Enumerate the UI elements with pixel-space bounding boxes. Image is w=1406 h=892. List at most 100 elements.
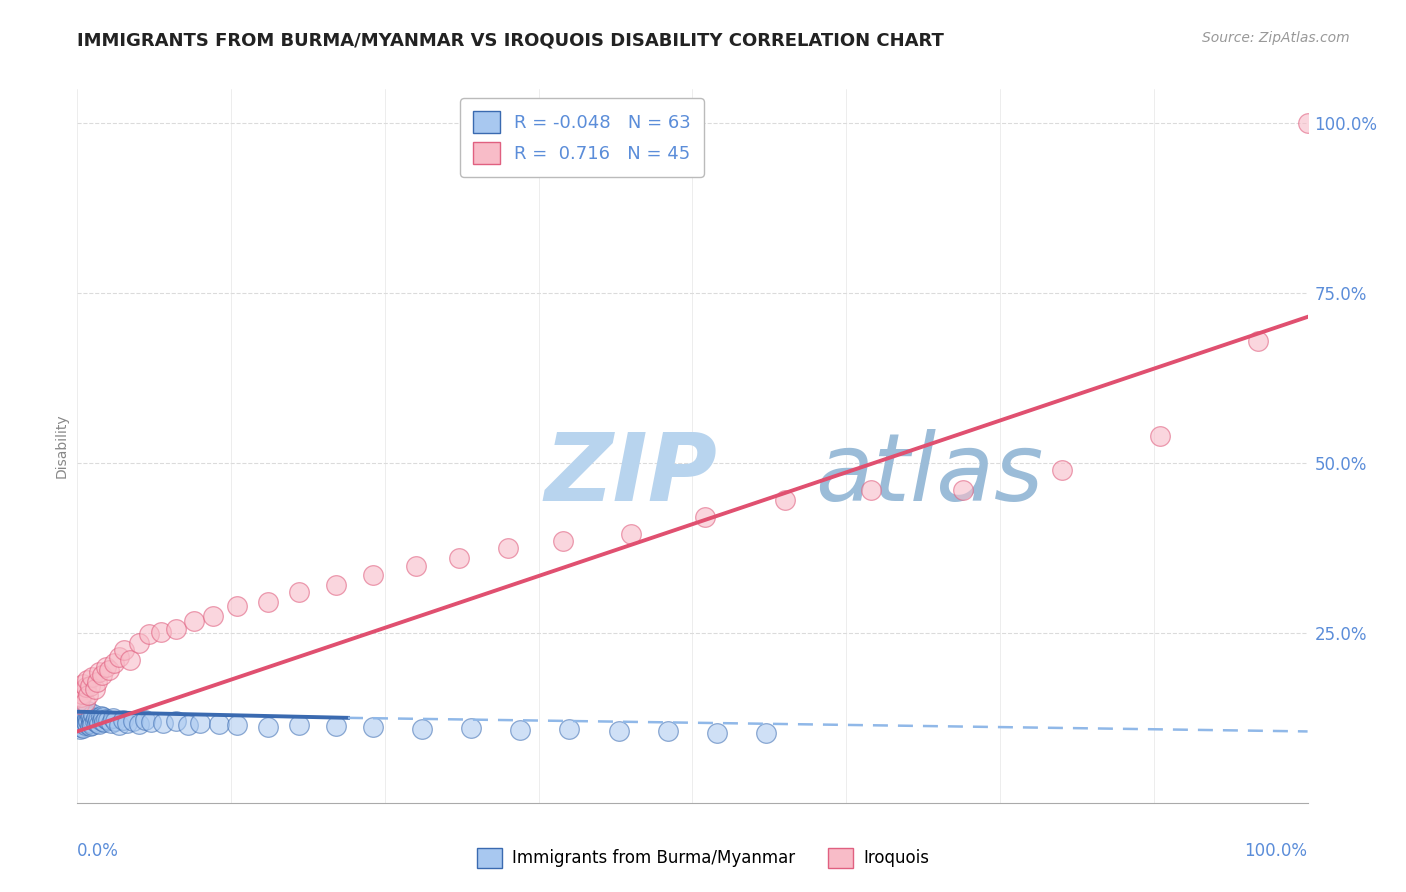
Point [89, 717, 111, 731]
Point [152, 715, 174, 730]
Point [952, 483, 974, 498]
Point [607, 723, 630, 738]
Point [87, 712, 110, 726]
Point [208, 717, 231, 731]
Point [496, 541, 519, 555]
Point [70, 690, 93, 705]
Point [773, 493, 796, 508]
Point [69, 723, 91, 737]
Point [141, 714, 163, 729]
Text: atlas: atlas [815, 429, 1043, 520]
Point [82, 717, 104, 731]
Point [138, 627, 160, 641]
Point [100, 715, 122, 730]
Point [77, 714, 100, 728]
Point [1149, 429, 1171, 443]
Text: ZIP: ZIP [546, 428, 717, 521]
Point [97, 713, 120, 727]
Legend: R = -0.048   N = 63, R =  0.716   N = 45: R = -0.048 N = 63, R = 0.716 N = 45 [460, 98, 703, 177]
Point [90, 708, 112, 723]
Point [325, 719, 347, 733]
Point [1050, 463, 1073, 477]
Point [70, 720, 93, 734]
Point [70, 707, 93, 722]
Text: Source: ZipAtlas.com: Source: ZipAtlas.com [1202, 31, 1350, 45]
Point [76, 717, 98, 731]
Point [288, 717, 311, 731]
Point [89, 665, 111, 680]
Point [77, 704, 100, 718]
Point [77, 689, 100, 703]
Point [70, 687, 93, 701]
Point [859, 483, 882, 498]
Point [128, 717, 150, 731]
Point [108, 717, 131, 731]
Point [325, 578, 347, 592]
Point [70, 711, 93, 725]
Point [177, 717, 200, 731]
Point [111, 713, 134, 727]
Text: 0.0%: 0.0% [77, 842, 120, 860]
Point [80, 715, 103, 730]
Point [183, 614, 205, 628]
Point [553, 534, 575, 549]
Text: IMMIGRANTS FROM BURMA/MYANMAR VS IROQUOIS DISABILITY CORRELATION CHART: IMMIGRANTS FROM BURMA/MYANMAR VS IROQUOI… [77, 31, 945, 49]
Point [82, 670, 104, 684]
Point [91, 710, 114, 724]
Point [72, 721, 94, 735]
Legend: Immigrants from Burma/Myanmar, Iroquois: Immigrants from Burma/Myanmar, Iroquois [470, 841, 936, 875]
Point [93, 714, 115, 729]
Point [82, 713, 104, 727]
Point [165, 714, 187, 729]
Point [67, 717, 90, 731]
Point [101, 711, 124, 725]
Point [657, 724, 679, 739]
Point [112, 643, 135, 657]
Point [257, 595, 280, 609]
Text: 100.0%: 100.0% [1244, 842, 1308, 860]
Point [755, 726, 778, 740]
Point [86, 674, 108, 689]
Point [83, 714, 105, 729]
Point [361, 568, 384, 582]
Point [226, 718, 249, 732]
Point [620, 527, 643, 541]
Point [108, 649, 131, 664]
Point [70, 715, 93, 730]
Point [509, 723, 531, 737]
Point [226, 599, 249, 613]
Point [115, 715, 138, 730]
Point [188, 715, 212, 730]
Point [82, 707, 104, 722]
Point [693, 510, 716, 524]
Point [1247, 334, 1270, 348]
Point [90, 714, 114, 728]
Point [121, 714, 143, 729]
Point [80, 709, 103, 723]
Point [72, 713, 94, 727]
Point [83, 681, 105, 696]
Point [201, 608, 224, 623]
Y-axis label: Disability: Disability [55, 414, 69, 478]
Point [134, 713, 156, 727]
Point [288, 585, 311, 599]
Point [75, 714, 97, 729]
Point [411, 723, 433, 737]
Point [69, 714, 91, 729]
Point [460, 721, 482, 735]
Point [94, 660, 117, 674]
Point [1296, 116, 1319, 130]
Point [73, 695, 96, 709]
Point [706, 726, 728, 740]
Point [76, 712, 98, 726]
Point [447, 551, 470, 566]
Point [73, 717, 96, 731]
Point [79, 719, 101, 733]
Point [86, 715, 108, 730]
Point [150, 624, 173, 639]
Point [73, 708, 96, 723]
Point [79, 710, 101, 724]
Point [104, 714, 127, 729]
Point [84, 711, 107, 725]
Point [558, 723, 581, 737]
